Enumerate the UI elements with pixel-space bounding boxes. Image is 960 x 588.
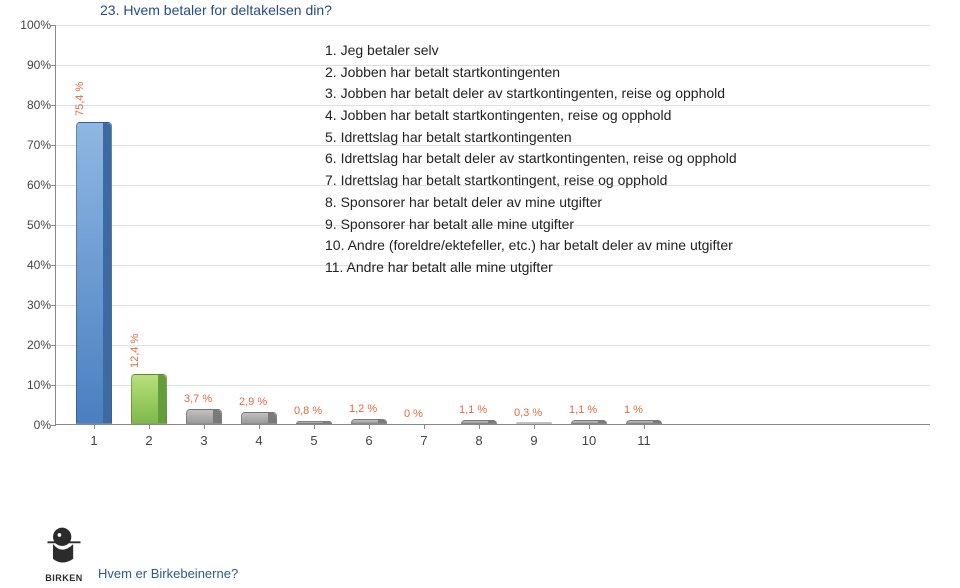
ytick-mark bbox=[51, 265, 56, 266]
xtick-mark bbox=[589, 424, 590, 429]
bar-value-label: 2,9 % bbox=[239, 396, 267, 408]
ytick-label: 100% bbox=[6, 18, 51, 32]
bar-value-label: 1,1 % bbox=[459, 404, 487, 416]
ytick-label: 0% bbox=[6, 418, 51, 432]
ytick-label: 50% bbox=[6, 218, 51, 232]
xtick-label: 9 bbox=[519, 433, 549, 448]
xtick-label: 2 bbox=[134, 433, 164, 448]
legend-item: 11. Andre har betalt alle mine utgifter bbox=[325, 257, 737, 279]
legend-item: 6. Idrettslag har betalt deler av startk… bbox=[325, 148, 737, 170]
legend-item: 1. Jeg betaler selv bbox=[325, 40, 737, 62]
legend-item: 8. Sponsorer har betalt deler av mine ut… bbox=[325, 192, 737, 214]
legend: 1. Jeg betaler selv2. Jobben har betalt … bbox=[325, 40, 737, 279]
ytick-label: 30% bbox=[6, 298, 51, 312]
bar bbox=[626, 420, 662, 424]
bar-value-label: 75,4 % bbox=[74, 82, 86, 116]
bar-value-label: 1,2 % bbox=[349, 403, 377, 415]
xtick-mark bbox=[424, 424, 425, 429]
gridline bbox=[56, 305, 930, 306]
xtick-label: 10 bbox=[574, 433, 604, 448]
xtick-label: 7 bbox=[409, 433, 439, 448]
brand-text: BIRKEN bbox=[42, 573, 86, 583]
xtick-label: 11 bbox=[629, 433, 659, 448]
ytick-label: 90% bbox=[6, 58, 51, 72]
bar bbox=[76, 122, 112, 424]
xtick-label: 1 bbox=[79, 433, 109, 448]
ytick-label: 40% bbox=[6, 258, 51, 272]
legend-item: 3. Jobben har betalt deler av startkonti… bbox=[325, 83, 737, 105]
bar bbox=[186, 409, 222, 424]
ytick-label: 60% bbox=[6, 178, 51, 192]
xtick-mark bbox=[259, 424, 260, 429]
bar bbox=[571, 420, 607, 424]
xtick-label: 6 bbox=[354, 433, 384, 448]
bar-side bbox=[268, 413, 276, 423]
xtick-mark bbox=[644, 424, 645, 429]
legend-item: 7. Idrettslag har betalt startkontingent… bbox=[325, 170, 737, 192]
bar bbox=[461, 420, 497, 424]
ytick-label: 80% bbox=[6, 98, 51, 112]
legend-item: 9. Sponsorer har betalt alle mine utgift… bbox=[325, 214, 737, 236]
ytick-mark bbox=[51, 305, 56, 306]
gridline bbox=[56, 385, 930, 386]
gridline bbox=[56, 25, 930, 26]
ytick-mark bbox=[51, 65, 56, 66]
bar-side bbox=[598, 421, 606, 423]
bar-side bbox=[103, 123, 111, 423]
ytick-label: 10% bbox=[6, 378, 51, 392]
bar-value-label: 0 % bbox=[404, 408, 423, 420]
ytick-mark bbox=[51, 385, 56, 386]
bar-value-label: 12,4 % bbox=[129, 334, 141, 368]
ytick-mark bbox=[51, 145, 56, 146]
xtick-mark bbox=[94, 424, 95, 429]
bar-side bbox=[323, 422, 331, 423]
ytick-mark bbox=[51, 105, 56, 106]
xtick-label: 3 bbox=[189, 433, 219, 448]
footer: BIRKEN Hvem er Birkebeinerne? bbox=[42, 524, 238, 583]
xtick-mark bbox=[369, 424, 370, 429]
xtick-mark bbox=[314, 424, 315, 429]
bar-value-label: 0,3 % bbox=[514, 407, 542, 419]
legend-item: 5. Idrettslag har betalt startkontingent… bbox=[325, 127, 737, 149]
gridline bbox=[56, 345, 930, 346]
bar bbox=[516, 422, 552, 424]
xtick-mark bbox=[534, 424, 535, 429]
ytick-mark bbox=[51, 25, 56, 26]
chart-title: 23. Hvem betaler for deltakelsen din? bbox=[100, 2, 332, 18]
bar bbox=[351, 419, 387, 424]
bar bbox=[131, 374, 167, 424]
ytick-label: 20% bbox=[6, 338, 51, 352]
bar-value-label: 0,8 % bbox=[294, 405, 322, 417]
ytick-mark bbox=[51, 345, 56, 346]
bar-side bbox=[488, 421, 496, 423]
xtick-mark bbox=[479, 424, 480, 429]
xtick-mark bbox=[204, 424, 205, 429]
bar bbox=[241, 412, 277, 424]
xtick-label: 5 bbox=[299, 433, 329, 448]
legend-item: 10. Andre (foreldre/ektefeller, etc.) ha… bbox=[325, 235, 737, 257]
ytick-label: 70% bbox=[6, 138, 51, 152]
bar-value-label: 3,7 % bbox=[184, 393, 212, 405]
bar-side bbox=[653, 421, 661, 423]
ytick-mark bbox=[51, 225, 56, 226]
bar-side bbox=[378, 420, 386, 423]
bar-side bbox=[158, 375, 166, 423]
footer-caption: Hvem er Birkebeinerne? bbox=[98, 566, 238, 581]
brand-logo: BIRKEN bbox=[42, 524, 86, 583]
ytick-mark bbox=[51, 425, 56, 426]
legend-item: 2. Jobben har betalt startkontingenten bbox=[325, 62, 737, 84]
bar-side bbox=[213, 410, 221, 423]
xtick-mark bbox=[149, 424, 150, 429]
bar bbox=[296, 421, 332, 424]
ytick-mark bbox=[51, 185, 56, 186]
bar-value-label: 1 % bbox=[624, 404, 643, 416]
xtick-label: 8 bbox=[464, 433, 494, 448]
xtick-label: 4 bbox=[244, 433, 274, 448]
bar-value-label: 1,1 % bbox=[569, 404, 597, 416]
legend-item: 4. Jobben har betalt startkontingenten, … bbox=[325, 105, 737, 127]
